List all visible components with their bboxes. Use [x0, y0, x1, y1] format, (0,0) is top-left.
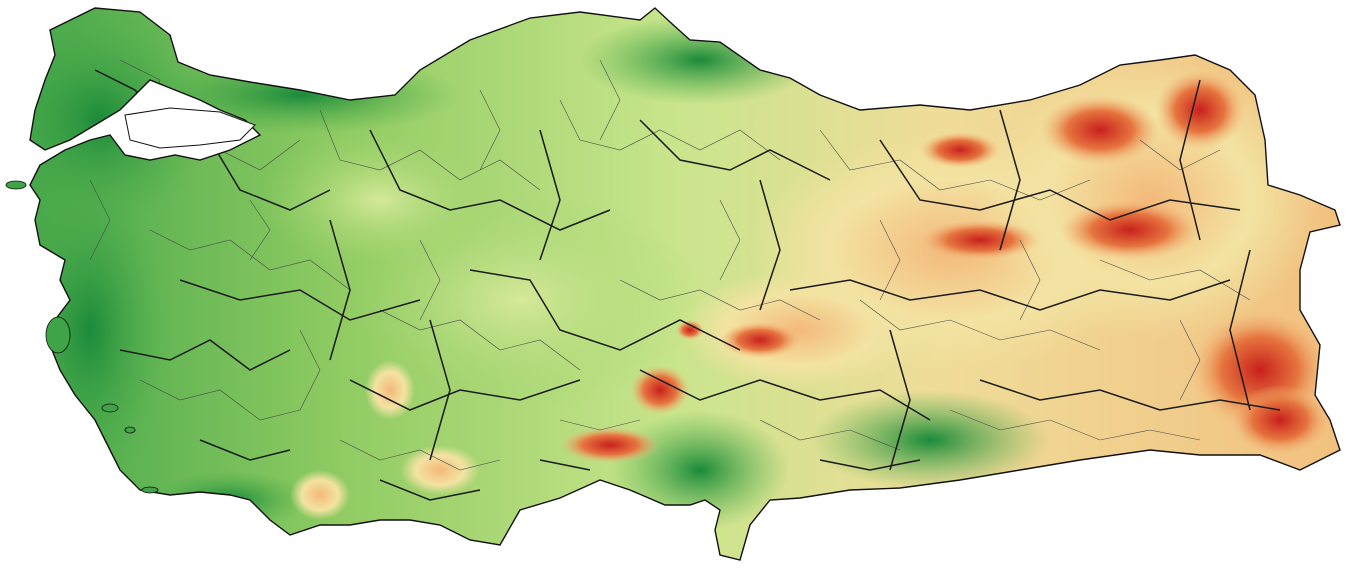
district-boundaries: [89, 59, 1251, 471]
aegean-islands: [5, 180, 159, 494]
sea-of-marmara: [124, 107, 256, 149]
province-boundaries: [94, 69, 1281, 501]
